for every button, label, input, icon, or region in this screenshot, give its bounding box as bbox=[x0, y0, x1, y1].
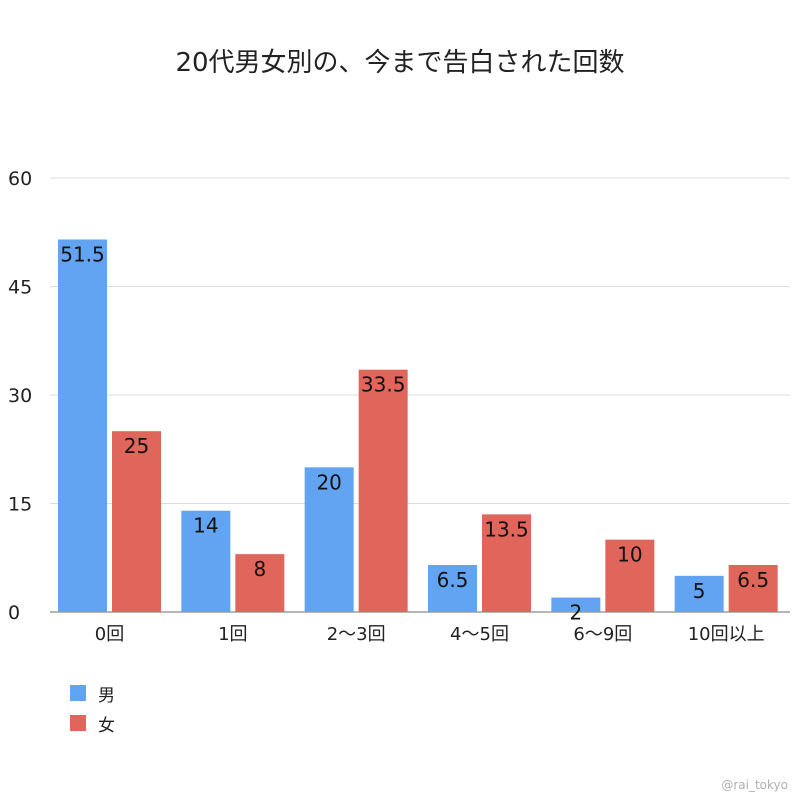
bar-female bbox=[112, 431, 161, 612]
bar-male bbox=[58, 239, 107, 612]
data-label: 2 bbox=[569, 601, 582, 625]
bar-male bbox=[674, 575, 724, 612]
legend-label-female: 女 bbox=[98, 715, 115, 736]
x-tick-label: 4〜5回 bbox=[450, 624, 509, 645]
legend-swatch-female bbox=[70, 715, 86, 731]
y-tick-label: 45 bbox=[8, 277, 32, 299]
legend-swatch-male bbox=[70, 685, 86, 701]
data-label: 14 bbox=[193, 514, 218, 538]
bar-male bbox=[304, 467, 354, 612]
x-tick-label: 6〜9回 bbox=[573, 624, 632, 645]
x-tick-label: 2〜3回 bbox=[327, 624, 386, 645]
bar-female bbox=[728, 564, 778, 612]
data-label: 6.5 bbox=[737, 568, 769, 592]
bar-male bbox=[181, 510, 231, 612]
data-label: 5 bbox=[693, 579, 706, 603]
bar-female bbox=[235, 554, 285, 612]
bar-female bbox=[358, 369, 408, 612]
x-tick-label: 0回 bbox=[95, 624, 124, 645]
y-tick-label: 60 bbox=[8, 168, 32, 190]
x-tick-label: 10回以上 bbox=[688, 624, 765, 645]
watermark: @rai_tokyo bbox=[721, 778, 788, 792]
data-label: 13.5 bbox=[484, 517, 529, 541]
data-label: 20 bbox=[316, 470, 341, 494]
data-labels: 51.5 25 14 8 20 33.5 6.5 13.5 2 10 5 6.5 bbox=[60, 242, 769, 624]
data-label: 6.5 bbox=[437, 568, 469, 592]
y-tick-label: 0 bbox=[8, 602, 20, 624]
data-label: 8 bbox=[253, 557, 266, 581]
x-axis-ticks: 0回 1回 2〜3回 4〜5回 6〜9回 10回以上 bbox=[95, 624, 765, 645]
bar-male bbox=[551, 597, 601, 612]
legend: 男 女 bbox=[70, 678, 115, 738]
bar-male bbox=[428, 564, 477, 612]
legend-item-male: 男 bbox=[70, 678, 115, 708]
data-label: 10 bbox=[617, 543, 642, 567]
legend-label-male: 男 bbox=[98, 685, 115, 706]
legend-item-female: 女 bbox=[70, 708, 115, 738]
y-tick-label: 15 bbox=[8, 494, 32, 516]
y-tick-label: 30 bbox=[8, 385, 32, 407]
chart-title: 20代男女別の、今まで告白された回数 bbox=[175, 48, 625, 78]
bar-female bbox=[482, 514, 531, 612]
x-tick-label: 1回 bbox=[218, 624, 247, 645]
data-label: 51.5 bbox=[60, 242, 105, 266]
data-label: 33.5 bbox=[361, 373, 406, 397]
bars bbox=[58, 239, 778, 612]
bar-female bbox=[605, 539, 655, 612]
data-label: 25 bbox=[124, 434, 149, 458]
y-axis-ticks: 0 15 30 45 60 bbox=[8, 168, 32, 624]
grid-lines bbox=[50, 177, 790, 613]
